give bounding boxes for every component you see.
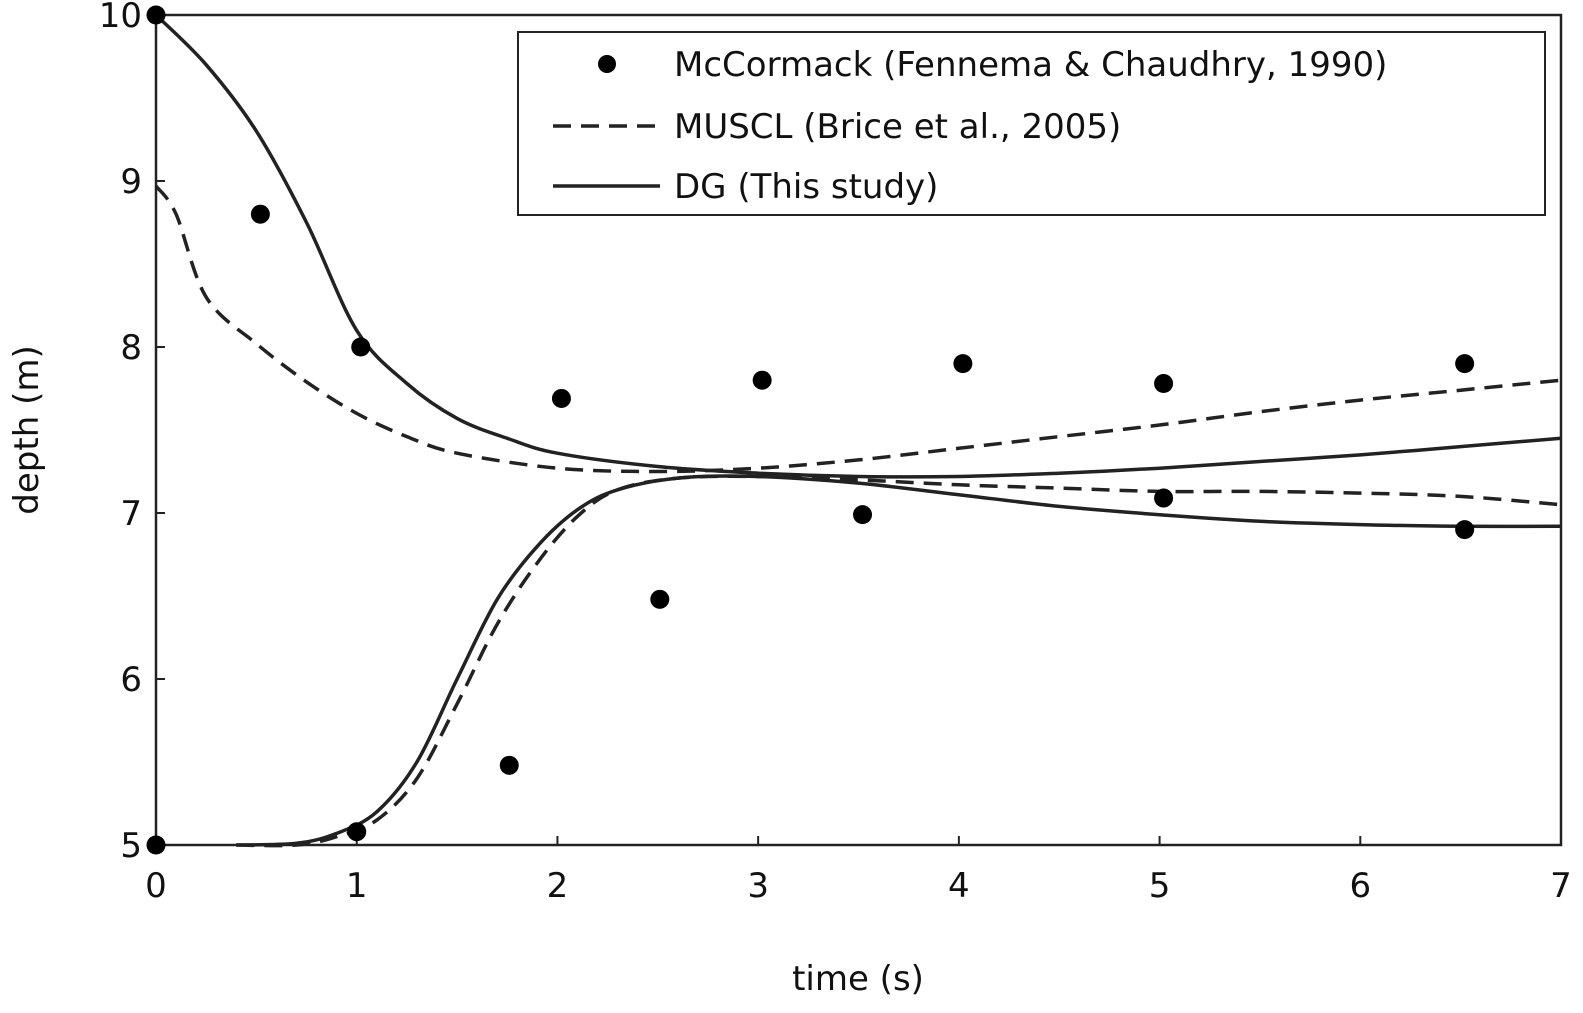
x-tick-label: 6 <box>1349 866 1371 906</box>
x-tick-label: 4 <box>948 866 970 906</box>
x-tick-label: 3 <box>747 866 769 906</box>
y-tick-label: 9 <box>120 162 142 202</box>
legend-label-dg: DG (This study) <box>674 167 938 207</box>
y-axis-title: depth (m) <box>7 345 47 514</box>
mccormack-point <box>146 835 166 855</box>
mccormack-point <box>551 388 571 408</box>
mccormack-point <box>499 755 519 775</box>
mccormack-point <box>1455 354 1475 374</box>
x-tick-label: 7 <box>1550 866 1572 906</box>
mccormack-point <box>1154 374 1174 394</box>
mccormack-point <box>1154 488 1174 508</box>
y-tick-label: 10 <box>99 0 142 36</box>
dg-curve-2 <box>236 474 1562 847</box>
dg-curve-1 <box>154 13 1562 479</box>
mccormack-point <box>650 589 670 609</box>
mccormack-point <box>347 822 367 842</box>
legend: McCormack (Fennema & Chaudhry, 1990) MUS… <box>517 31 1546 216</box>
x-tick-label: 5 <box>1149 866 1171 906</box>
legend-box <box>517 31 1546 216</box>
legend-label-muscl: MUSCL (Brice et al., 2005) <box>674 107 1121 147</box>
mccormack-point <box>146 5 166 25</box>
x-axis-ticks: 0 1 2 3 4 5 6 7 <box>145 836 1572 906</box>
x-tick-label: 0 <box>145 866 167 906</box>
x-tick-label: 1 <box>346 866 368 906</box>
y-tick-label: 6 <box>120 660 142 700</box>
mccormack-point <box>853 505 873 525</box>
y-tick-label: 8 <box>120 328 142 368</box>
mccormack-point <box>953 354 973 374</box>
legend-label-mccormack: McCormack (Fennema & Chaudhry, 1990) <box>674 45 1387 85</box>
mccormack-point <box>1455 520 1475 540</box>
y-tick-label: 5 <box>120 826 142 866</box>
mccormack-point <box>752 370 772 390</box>
x-axis-title: time (s) <box>792 959 924 999</box>
legend-marker-mccormack <box>598 55 616 73</box>
series-layer <box>146 5 1562 855</box>
x-tick-label: 2 <box>547 866 569 906</box>
muscl-curve-1 <box>154 184 1562 474</box>
mccormack-point <box>351 337 371 357</box>
y-tick-label: 7 <box>120 494 142 534</box>
mccormack-point <box>250 204 270 224</box>
